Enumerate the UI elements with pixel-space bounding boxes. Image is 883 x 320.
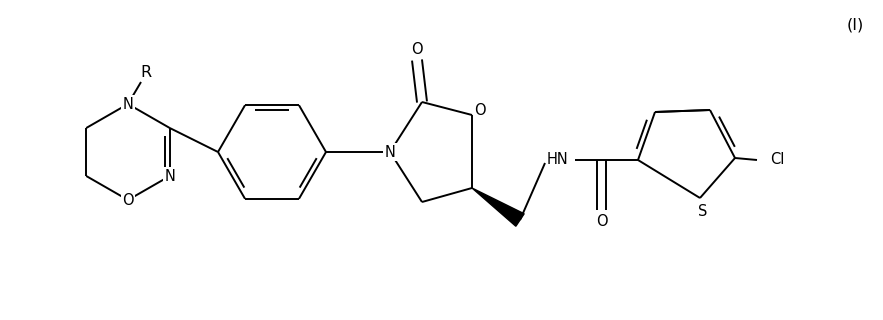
Text: N: N [385, 145, 396, 159]
Text: O: O [122, 193, 134, 207]
Text: N: N [123, 97, 133, 111]
Text: O: O [411, 43, 423, 58]
Polygon shape [472, 188, 525, 226]
Text: R: R [140, 65, 152, 79]
Text: HN: HN [547, 153, 569, 167]
Text: N: N [164, 169, 175, 183]
Text: (I): (I) [847, 18, 864, 33]
Text: S: S [698, 204, 707, 220]
Text: O: O [596, 214, 608, 229]
Text: Cl: Cl [770, 153, 784, 167]
Text: O: O [474, 102, 486, 117]
